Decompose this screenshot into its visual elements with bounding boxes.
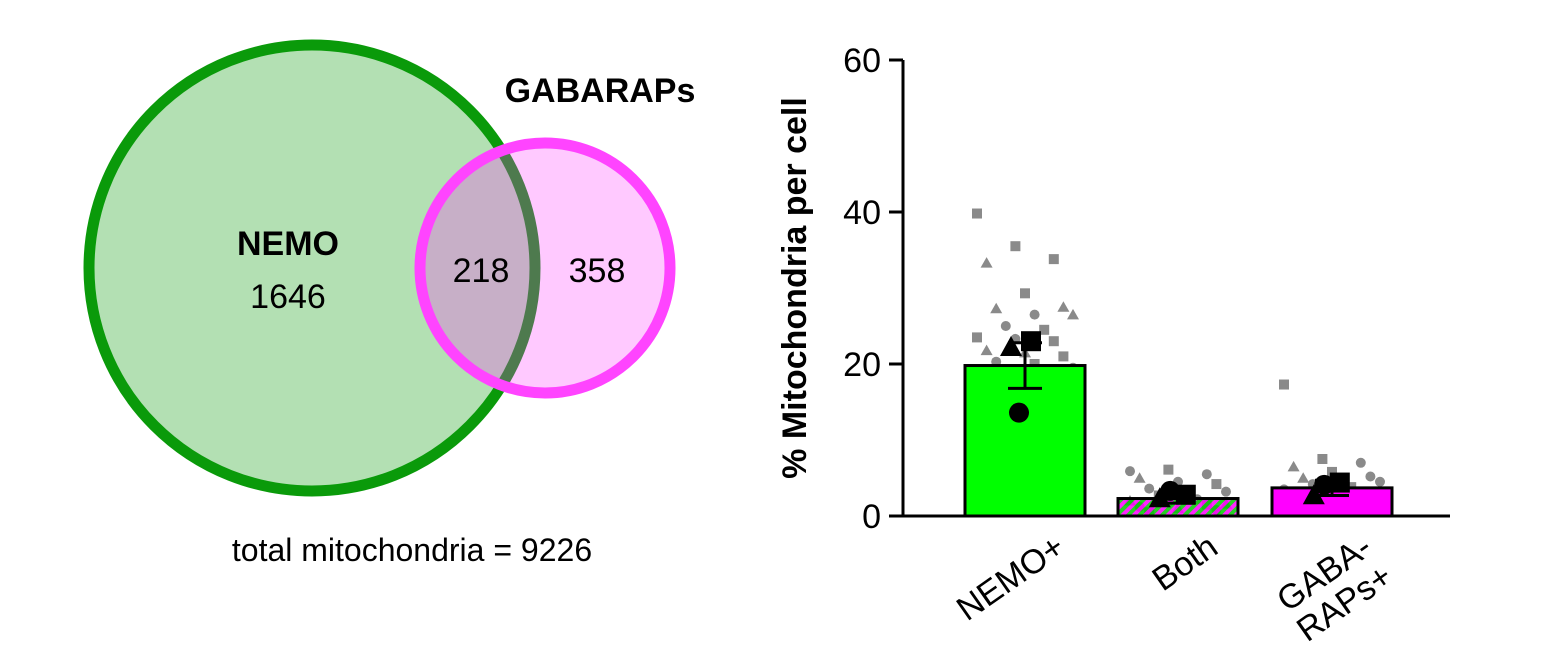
venn-count-overlap: 218 [453, 252, 510, 290]
x-tick-label: GABA-RAPs+ [1269, 527, 1399, 645]
venn-diagram: NEMO 1646 GABARAPs 218 358 total mitocho… [83, 39, 696, 568]
error-bar [1161, 492, 1195, 505]
data-point [1317, 454, 1328, 464]
y-tick-label: 40 [843, 194, 881, 232]
data-point [1067, 308, 1079, 320]
data-point [972, 332, 982, 343]
data-point [1020, 288, 1030, 299]
data-point [1039, 324, 1050, 335]
data-point [1355, 457, 1366, 468]
replicate-mean-circle [1160, 480, 1181, 501]
x-tick-label: NEMO+ [950, 527, 1072, 628]
venn-label-nemo: NEMO [237, 225, 339, 263]
data-point [1048, 254, 1059, 265]
data-point [1029, 359, 1040, 369]
x-tick-label: Both [1145, 527, 1224, 598]
data-point [1058, 351, 1069, 362]
replicate-mean-triangle [1000, 336, 1022, 357]
data-point [980, 344, 993, 356]
data-point [1057, 301, 1070, 312]
bar-1 [963, 364, 1087, 518]
bars [963, 364, 1394, 518]
venn-overlap [420, 143, 535, 393]
data-point [1287, 460, 1300, 472]
data-point [972, 208, 982, 219]
data-point [1327, 466, 1337, 477]
data-point [1133, 472, 1146, 483]
data-point [1010, 241, 1021, 252]
data-point [1163, 464, 1174, 475]
error-bar [1008, 341, 1042, 390]
data-point [1000, 321, 1011, 331]
venn-total-label: total mitochondria = 9226 [232, 532, 592, 568]
y-tick-label: 0 [862, 498, 881, 536]
data-point [1297, 472, 1310, 483]
replicate-mean-square [1329, 472, 1350, 493]
tick-labels: 0 20 40 60 NEMO+ Both GABA-RAPs+ [843, 42, 1399, 645]
data-point [980, 257, 993, 268]
venn-count-nemo: 1646 [250, 278, 326, 316]
error-bar [1315, 478, 1349, 497]
data-point [1365, 471, 1376, 482]
bar-chart: 0 20 40 60 NEMO+ Both GABA-RAPs+ % Mitochondri… [776, 42, 1450, 645]
venn-label-gabaraps: GABARAPs [505, 72, 696, 110]
axes [889, 58, 1450, 518]
y-axis-label: % Mitochondria per cell [776, 97, 814, 479]
venn-circle-nemo-inner-arc [420, 143, 541, 393]
data-point [1048, 336, 1059, 347]
data-point [1375, 476, 1385, 487]
y-tick-label: 20 [843, 346, 881, 384]
error-bars [1008, 341, 1349, 505]
data-point [990, 302, 1003, 314]
replicate-mean-triangle [1302, 484, 1325, 505]
venn-count-gabaraps: 358 [569, 252, 626, 290]
replicate-mean-circle [1009, 402, 1029, 423]
venn-circle-gabaraps-outline [414, 137, 676, 399]
data-point [1201, 469, 1212, 480]
data-point [1211, 479, 1222, 490]
data-point [1029, 309, 1040, 320]
data-point [1144, 483, 1155, 494]
data-point [1279, 379, 1289, 390]
data-point [1125, 466, 1135, 477]
data-point [1221, 486, 1231, 497]
y-tick-label: 60 [843, 42, 881, 80]
